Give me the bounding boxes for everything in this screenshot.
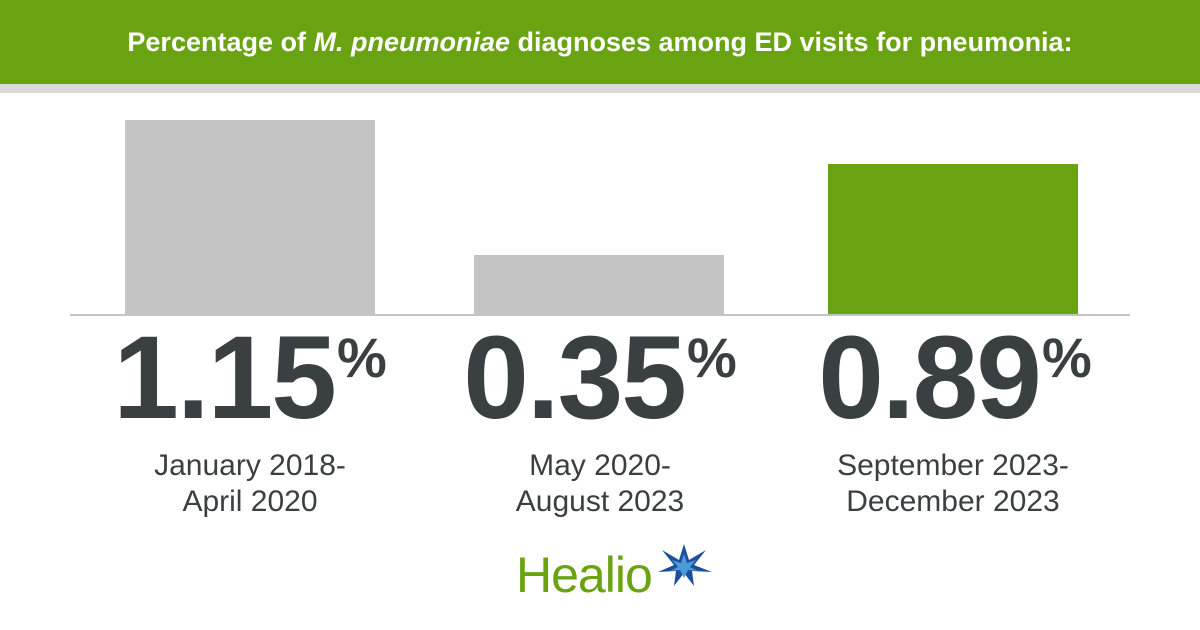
star-icon	[658, 544, 712, 586]
data-label-1: 1.15%	[113, 312, 387, 444]
data-label-3: 0.89%	[818, 312, 1092, 444]
title-organism: M. pneumoniae	[313, 26, 510, 57]
chart-title: Percentage of M. pneumoniae diagnoses am…	[0, 0, 1200, 84]
percent-sign: %	[336, 326, 387, 389]
bar-3	[828, 164, 1078, 314]
percent-sign: %	[1041, 326, 1092, 389]
healio-logo: Healio	[516, 542, 716, 604]
logo-wordmark: Healio	[516, 547, 653, 603]
category-label-1: January 2018- April 2020	[154, 449, 346, 518]
category-label-3: September 2023- December 2023	[837, 449, 1069, 518]
bar-2	[474, 255, 724, 314]
bar-1	[125, 120, 375, 314]
title-text-end: diagnoses among ED visits for pneumonia:	[509, 26, 1073, 57]
percent-sign: %	[686, 326, 737, 389]
header-divider	[0, 84, 1200, 93]
title-text-start: Percentage of	[127, 26, 314, 57]
category-label-2: May 2020- August 2023	[515, 449, 685, 518]
data-label-2: 0.35%	[463, 312, 737, 444]
bar-chart	[70, 120, 1130, 316]
